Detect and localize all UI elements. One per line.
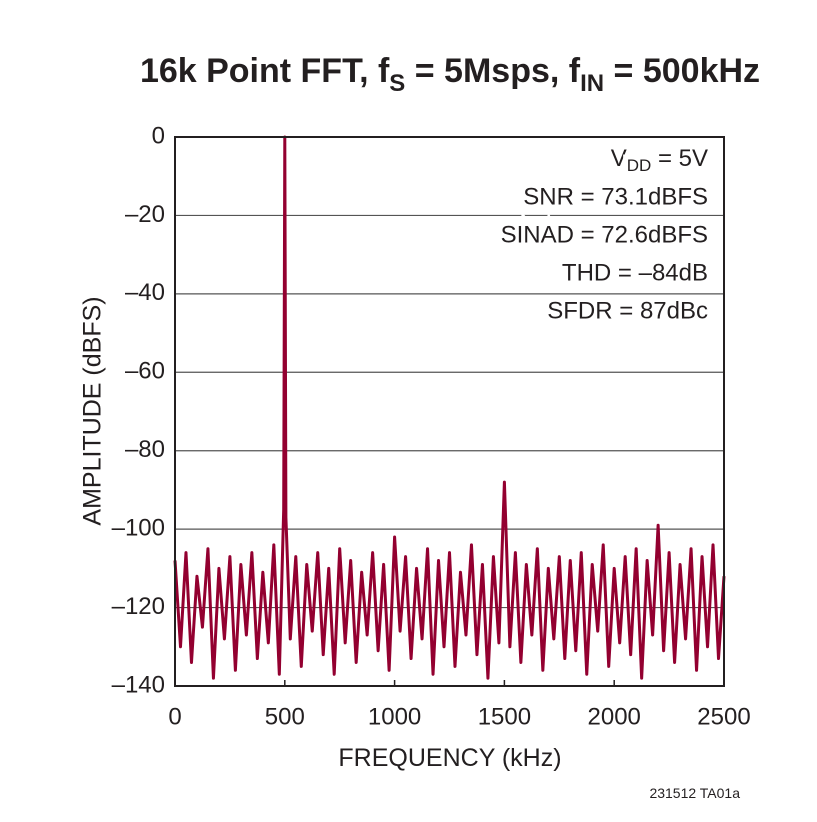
title-subscript: S <box>389 70 405 97</box>
x-axis-label: FREQUENCY (kHz) <box>338 744 561 772</box>
y-axis-label: AMPLITUDE (dBFS) <box>79 296 107 525</box>
title-part: = 5Msps, f <box>405 52 580 90</box>
y-tick-label: 0 <box>152 122 165 149</box>
y-tick-label: –80 <box>125 436 165 463</box>
x-tick-label: 1500 <box>478 703 531 730</box>
annotation: SNR = 73.1dBFS <box>523 183 708 210</box>
spectrum-line <box>173 135 726 680</box>
annotation: SINAD = 72.6dBFS <box>501 221 708 248</box>
y-tick-label: –40 <box>125 279 165 306</box>
y-tick-label: –100 <box>112 514 165 541</box>
title-subscript: IN <box>580 70 604 97</box>
y-tick-label: –120 <box>112 593 165 620</box>
footnote: 231512 TA01a <box>649 785 740 801</box>
y-tick-label: –140 <box>112 671 165 698</box>
annotation-subscript: DD <box>627 156 652 175</box>
annotation: THD = –84dB <box>562 259 708 286</box>
title-part: 16k Point FFT, f <box>140 52 390 90</box>
plot-frame <box>174 136 725 687</box>
annotation: SFDR = 87dBc <box>547 297 708 324</box>
y-tick-label: –60 <box>125 358 165 385</box>
y-tick-label: –20 <box>125 201 165 228</box>
plot <box>173 135 726 680</box>
x-tick-label: 2000 <box>588 703 641 730</box>
grid <box>174 136 725 687</box>
x-tick-label: 0 <box>168 703 181 730</box>
title-part: = 500kHz <box>604 52 760 90</box>
x-tick-label: 2500 <box>697 703 750 730</box>
chart-title: 16k Point FFT, fS = 5Msps, fIN = 500kHz <box>140 52 760 97</box>
annotation-part: V <box>611 145 627 172</box>
annotation-part: = 5V <box>651 145 708 172</box>
annotation: VDD = 5V <box>611 145 708 175</box>
x-tick-label: 500 <box>265 703 305 730</box>
annotations: VDD = 5V SNR = 73.1dBFS SINAD = 72.6dBFS TH… <box>496 140 713 329</box>
x-tick-label: 1000 <box>368 703 421 730</box>
